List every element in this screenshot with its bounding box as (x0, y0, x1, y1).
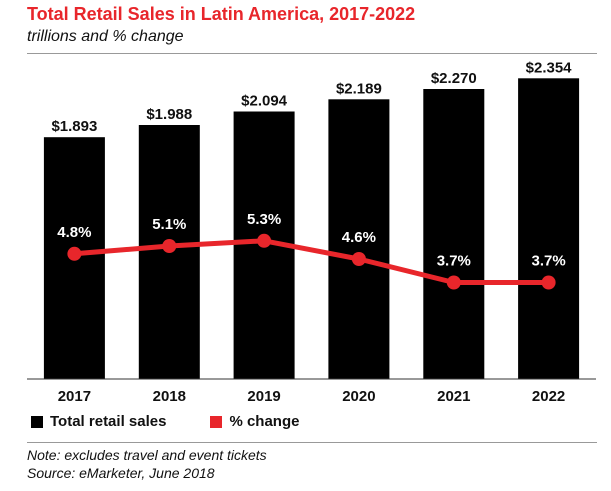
pct-point-2021 (446, 275, 461, 290)
pct-label-2019: 5.3% (247, 211, 281, 228)
legend-label-percent-change: % change (229, 413, 300, 430)
pct-label-2020: 4.6% (342, 229, 376, 246)
pct-point-2022 (541, 275, 556, 290)
bar-2021 (423, 89, 485, 379)
pct-point-2017 (67, 246, 82, 261)
pct-point-2019 (257, 233, 272, 248)
legend-item-percent-change: % change (210, 413, 299, 430)
x-tick-label-2017: 2017 (58, 388, 91, 405)
chart-note: Note: excludes travel and event tickets (27, 447, 267, 463)
chart-subtitle: trillions and % change (27, 28, 184, 45)
legend-item-total-retail-sales: Total retail sales (31, 413, 166, 430)
bar-value-label-2019: $2.094 (241, 93, 288, 110)
x-tick-label-2021: 2021 (437, 388, 470, 405)
retail-sales-chart: $1.893 2017 $1.988 2018 $2.094 2019 $2.189 2020… (27, 59, 596, 405)
x-tick-label-2020: 2020 (342, 388, 375, 405)
pct-point-2020 (351, 252, 366, 266)
x-tick-label-2019: 2019 (247, 388, 280, 405)
bar-2022 (518, 78, 580, 380)
footer-divider (27, 442, 597, 443)
x-tick-label-2018: 2018 (153, 388, 186, 405)
legend-label-total-retail-sales: Total retail sales (50, 413, 167, 430)
bar-value-label-2021: $2.270 (431, 70, 477, 87)
pct-change-line (71, 238, 552, 285)
title-divider (27, 53, 597, 54)
bar-value-label-2017: $1.893 (51, 118, 97, 135)
chart-source: Source: eMarketer, June 2018 (27, 465, 215, 481)
legend-swatch-percent-change (210, 415, 223, 428)
chart-legend: Total retail sales % change (31, 413, 333, 430)
pct-label-2017: 4.8% (57, 224, 91, 241)
x-tick-label-2022: 2022 (532, 388, 565, 405)
bar-value-label-2018: $1.988 (146, 106, 192, 123)
bar-value-label-2020: $2.189 (336, 80, 382, 97)
legend-swatch-total-retail-sales (31, 415, 43, 428)
pct-label-2021: 3.7% (437, 253, 471, 270)
bar-value-label-2022: $2.354 (526, 59, 573, 76)
pct-label-2018: 5.1% (152, 216, 186, 233)
pct-point-2018 (162, 239, 177, 253)
chart-title: Total Retail Sales in Latin America, 201… (27, 4, 416, 24)
bar-2020 (328, 99, 390, 380)
pct-label-2022: 3.7% (531, 253, 565, 270)
